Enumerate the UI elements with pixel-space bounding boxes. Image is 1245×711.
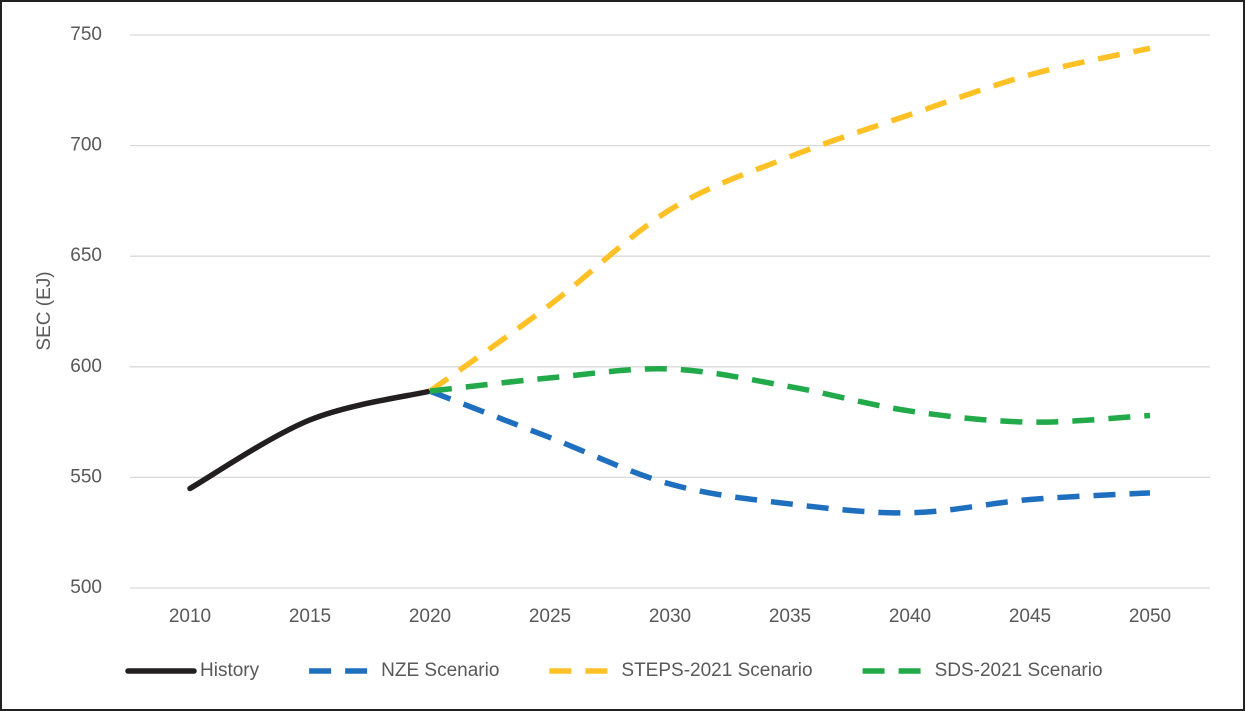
y-tick-label: 600 [70, 356, 102, 377]
y-axis-label: SEC (EJ) [34, 271, 55, 350]
series-line [429, 388, 1151, 516]
x-tick-label: 2030 [649, 606, 691, 627]
series-line [429, 366, 1151, 425]
x-tick-label: 2050 [1129, 606, 1171, 627]
x-tick-label: 2015 [289, 606, 331, 627]
legend-label: History [200, 660, 260, 681]
y-tick-label: 700 [70, 135, 102, 156]
x-tick-label: 2045 [1009, 606, 1051, 627]
y-tick-label: 750 [70, 24, 102, 45]
series-line [428, 45, 1151, 394]
legend-label: STEPS-2021 Scenario [621, 660, 812, 681]
x-tick-label: 2025 [529, 606, 571, 627]
x-tick-label: 2020 [409, 606, 451, 627]
y-tick-label: 550 [70, 466, 102, 487]
y-tick-label: 650 [70, 245, 102, 266]
x-tick-label: 2040 [889, 606, 931, 627]
legend-label: SDS-2021 Scenario [935, 660, 1103, 681]
x-tick-label: 2035 [769, 606, 811, 627]
legend-label: NZE Scenario [381, 660, 499, 681]
series-line [187, 388, 433, 492]
x-tick-label: 2010 [169, 606, 211, 627]
y-tick-label: 500 [70, 577, 102, 598]
